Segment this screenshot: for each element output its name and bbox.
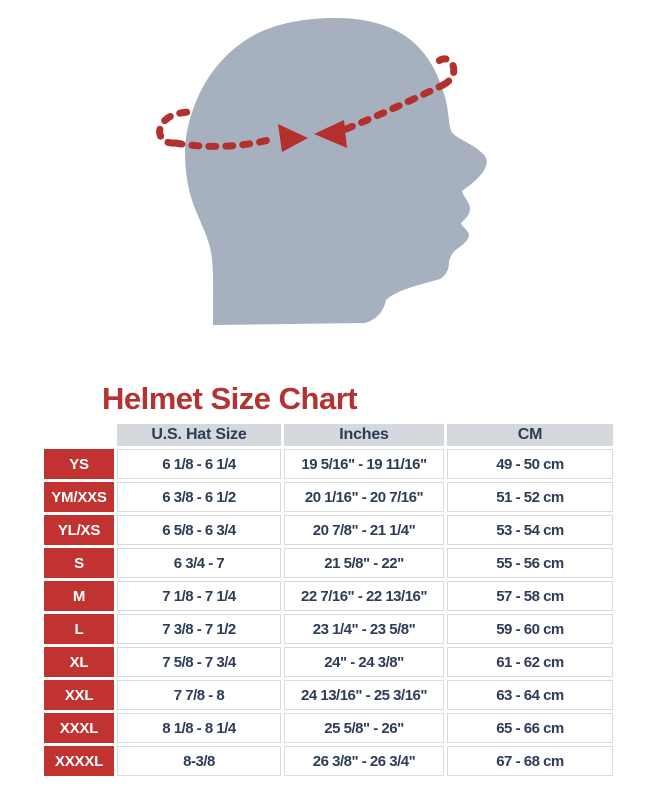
size-label-cell: YM/XXS xyxy=(44,482,114,512)
hat-size-cell: 7 7/8 - 8 xyxy=(117,680,281,710)
size-label-cell: XXL xyxy=(44,680,114,710)
inches-cell: 19 5/16" - 19 11/16" xyxy=(284,449,444,479)
column-header-us-hat-size: U.S. Hat Size xyxy=(117,424,281,446)
column-header-cm: CM xyxy=(447,424,613,446)
table-row: YL/XS 6 5/8 - 6 3/4 20 7/8" - 21 1/4" 53… xyxy=(44,515,613,545)
table-row: S 6 3/4 - 7 21 5/8" - 22" 55 - 56 cm xyxy=(44,548,613,578)
inches-cell: 25 5/8" - 26" xyxy=(284,713,444,743)
size-label-cell: M xyxy=(44,581,114,611)
head-silhouette xyxy=(185,18,487,325)
inches-cell: 26 3/8" - 26 3/4" xyxy=(284,746,444,776)
inches-cell: 22 7/16" - 22 13/16" xyxy=(284,581,444,611)
table-row: XXXXL 8-3/8 26 3/8" - 26 3/4" 67 - 68 cm xyxy=(44,746,613,776)
measuring-band-right-hook xyxy=(431,55,458,89)
hat-size-cell: 7 3/8 - 7 1/2 xyxy=(117,614,281,644)
cm-cell: 57 - 58 cm xyxy=(447,581,613,611)
cm-cell: 49 - 50 cm xyxy=(447,449,613,479)
table-row: YS 6 1/8 - 6 1/4 19 5/16" - 19 11/16" 49… xyxy=(44,449,613,479)
inches-cell: 21 5/8" - 22" xyxy=(284,548,444,578)
cm-cell: 55 - 56 cm xyxy=(447,548,613,578)
size-label-cell: YL/XS xyxy=(44,515,114,545)
measuring-band-left-loop xyxy=(156,108,192,147)
measuring-band-front-left xyxy=(171,134,280,150)
inches-cell: 24" - 24 3/8" xyxy=(284,647,444,677)
cm-cell: 59 - 60 cm xyxy=(447,614,613,644)
size-label-cell: XL xyxy=(44,647,114,677)
hat-size-cell: 6 5/8 - 6 3/4 xyxy=(117,515,281,545)
cm-cell: 67 - 68 cm xyxy=(447,746,613,776)
inches-cell: 23 1/4" - 23 5/8" xyxy=(284,614,444,644)
table-row: XXL 7 7/8 - 8 24 13/16" - 25 3/16" 63 - … xyxy=(44,680,613,710)
measuring-band-front-right xyxy=(342,81,447,133)
arrow-left-icon xyxy=(314,120,347,148)
hat-size-cell: 6 3/4 - 7 xyxy=(117,548,281,578)
hat-size-cell: 6 1/8 - 6 1/4 xyxy=(117,449,281,479)
header-row: U.S. Hat Size Inches CM xyxy=(44,424,613,446)
chart-title: Helmet Size Chart xyxy=(102,381,358,416)
size-label-cell: XXXL xyxy=(44,713,114,743)
size-label-cell: YS xyxy=(44,449,114,479)
cm-cell: 53 - 54 cm xyxy=(447,515,613,545)
cm-cell: 65 - 66 cm xyxy=(447,713,613,743)
table-row: M 7 1/8 - 7 1/4 22 7/16" - 22 13/16" 57 … xyxy=(44,581,613,611)
size-label-cell: S xyxy=(44,548,114,578)
hat-size-cell: 8-3/8 xyxy=(117,746,281,776)
hat-size-cell: 7 5/8 - 7 3/4 xyxy=(117,647,281,677)
corner-cell xyxy=(44,424,114,446)
inches-cell: 20 7/8" - 21 1/4" xyxy=(284,515,444,545)
inches-cell: 20 1/16" - 20 7/16" xyxy=(284,482,444,512)
size-label-cell: XXXXL xyxy=(44,746,114,776)
hat-size-cell: 6 3/8 - 6 1/2 xyxy=(117,482,281,512)
table-row: XXXL 8 1/8 - 8 1/4 25 5/8" - 26" 65 - 66… xyxy=(44,713,613,743)
head-measurement-diagram xyxy=(156,18,487,325)
size-label-cell: L xyxy=(44,614,114,644)
helmet-size-table: U.S. Hat Size Inches CM YS 6 1/8 - 6 1/4… xyxy=(41,421,616,779)
inches-cell: 24 13/16" - 25 3/16" xyxy=(284,680,444,710)
column-header-inches: Inches xyxy=(284,424,444,446)
cm-cell: 63 - 64 cm xyxy=(447,680,613,710)
arrow-right-icon xyxy=(278,124,308,152)
table-row: XL 7 5/8 - 7 3/4 24" - 24 3/8" 61 - 62 c… xyxy=(44,647,613,677)
hat-size-cell: 7 1/8 - 7 1/4 xyxy=(117,581,281,611)
table-row: L 7 3/8 - 7 1/2 23 1/4" - 23 5/8" 59 - 6… xyxy=(44,614,613,644)
cm-cell: 51 - 52 cm xyxy=(447,482,613,512)
hat-size-cell: 8 1/8 - 8 1/4 xyxy=(117,713,281,743)
table-row: YM/XXS 6 3/8 - 6 1/2 20 1/16" - 20 7/16"… xyxy=(44,482,613,512)
size-table-body: YS 6 1/8 - 6 1/4 19 5/16" - 19 11/16" 49… xyxy=(44,449,613,776)
cm-cell: 61 - 62 cm xyxy=(447,647,613,677)
